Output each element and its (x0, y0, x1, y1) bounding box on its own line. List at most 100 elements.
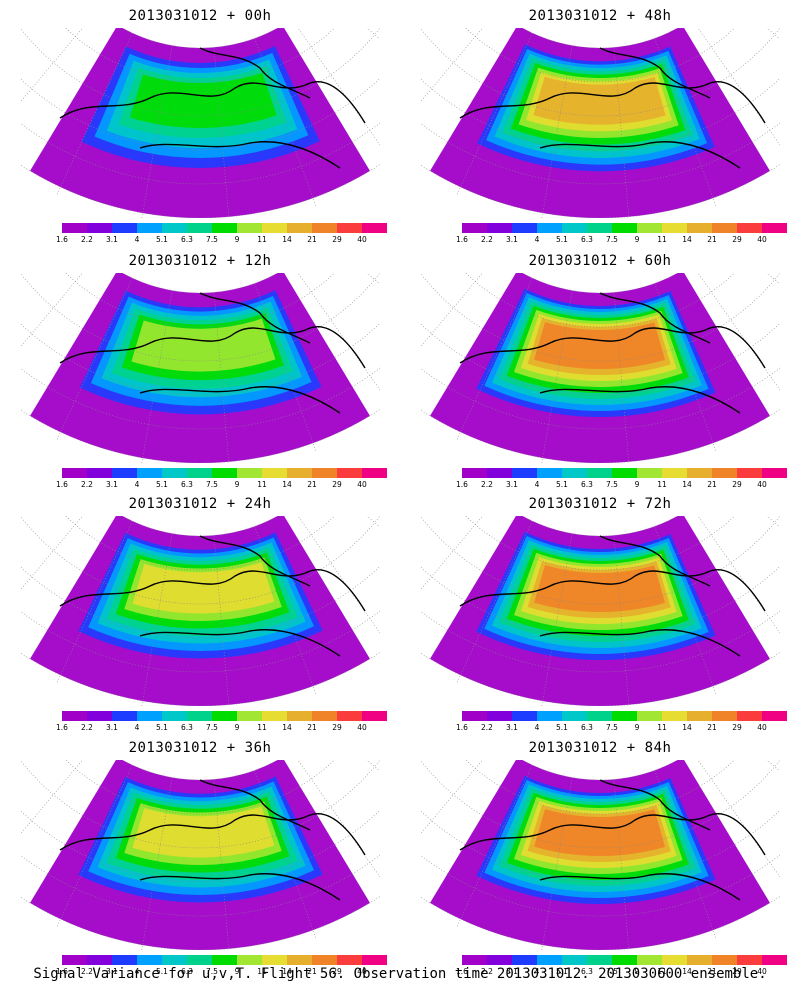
colorbar-tick-label: 5.1 (156, 235, 168, 244)
colorbar-swatch (62, 955, 87, 965)
colorbar-swatch (537, 711, 562, 721)
variance-band (534, 565, 666, 612)
colorbar-swatch (312, 711, 337, 721)
colorbar-tick-label: 40 (357, 967, 367, 976)
colorbar-swatch (512, 223, 537, 233)
colorbar-tick-label: 3.1 (506, 235, 518, 244)
colorbar-tick-label: 7.5 (606, 967, 618, 976)
colorbar-swatch (462, 955, 487, 965)
colorbar-tick-label: 6.3 (581, 967, 593, 976)
colorbar-tick-label: 6.3 (581, 480, 593, 489)
colorbar-swatch (262, 468, 287, 478)
colorbar-swatch (512, 468, 537, 478)
colorbar-tick-label: 14 (682, 723, 692, 732)
colorbar-tick-label: 6.3 (181, 235, 193, 244)
panel-title: 2013031012 + 48h (528, 8, 672, 24)
colorbar-swatch (237, 468, 262, 478)
colorbar-swatch (737, 955, 762, 965)
colorbar-swatch (762, 468, 787, 478)
colorbar-swatch (587, 468, 612, 478)
colorbar-swatch (187, 223, 212, 233)
colorbar-swatch (762, 223, 787, 233)
panel-title: 2013031012 + 00h (128, 8, 272, 24)
colorbar-tick-label: 3.1 (106, 235, 118, 244)
colorbar-tick-label: 11 (257, 235, 267, 244)
colorbar-tick-label: 14 (282, 723, 292, 732)
colorbar-swatch (112, 711, 137, 721)
colorbar-swatch (687, 223, 712, 233)
panel-title: 2013031012 + 60h (528, 253, 672, 269)
colorbar-tick-label: 2.2 (481, 723, 493, 732)
variance-map (420, 760, 780, 950)
colorbar-swatch (112, 468, 137, 478)
colorbar-swatch (212, 955, 237, 965)
forecast-panel: 2013031012 + 24h 1.6 2.2 3.1 4 5.1 6.3 7.5 9 11 14… (0, 488, 400, 733)
variance-band (129, 72, 277, 128)
colorbar-tick-label: 7.5 (606, 480, 618, 489)
colorbar-swatch (187, 468, 212, 478)
coastline (459, 292, 766, 414)
colorbar-tick-label: 21 (307, 723, 317, 732)
colorbar-ticks: 1.6 2.2 3.1 4 5.1 6.3 7.5 9 11 14 21 29 40 (456, 723, 767, 733)
colorbar-ticks: 1.6 2.2 3.1 4 5.1 6.3 7.5 9 11 14 21 29 40 (56, 723, 367, 733)
colorbar-tick-label: 6.3 (581, 723, 593, 732)
colorbar-ticks: 1.6 2.2 3.1 4 5.1 6.3 7.5 9 11 14 21 29 40 (56, 967, 367, 977)
colorbar-swatch (237, 711, 262, 721)
coastline (459, 47, 766, 169)
colorbar-tick-label: 9 (234, 235, 240, 244)
colorbar-swatch (512, 711, 537, 721)
variance-map (20, 28, 380, 218)
colorbar-swatch (112, 223, 137, 233)
colorbar-swatch (337, 711, 362, 721)
colorbar-swatch (712, 955, 737, 965)
colorbar-swatch (762, 955, 787, 965)
colorbar-tick-label: 3.1 (506, 723, 518, 732)
coastline (59, 779, 366, 901)
colorbar-tick-label: 29 (732, 480, 742, 489)
colorbar-tick-label: 29 (332, 723, 342, 732)
colorbar-swatch (87, 223, 112, 233)
colorbar-tick-label: 4 (134, 723, 140, 732)
colorbar-swatch (187, 711, 212, 721)
colorbar-swatch (712, 711, 737, 721)
colorbar-tick-label: 3.1 (506, 967, 518, 976)
colorbar-swatch (137, 955, 162, 965)
colorbar-tick-label: 4 (534, 480, 540, 489)
colorbar-swatch (462, 711, 487, 721)
colorbar-tick-label: 29 (732, 235, 742, 244)
colorbar (62, 223, 387, 233)
forecast-panel: 2013031012 + 12h 1.6 2.2 3.1 4 5.1 6.3 7.5 9 11 14… (0, 245, 400, 490)
colorbar-tick-label: 5.1 (156, 723, 168, 732)
colorbar-tick-label: 9 (634, 723, 640, 732)
colorbar-tick-label: 11 (257, 723, 267, 732)
colorbar-swatch (637, 955, 662, 965)
colorbar-swatch (312, 468, 337, 478)
colorbar-swatch (687, 468, 712, 478)
colorbar-tick-label: 2.2 (81, 723, 93, 732)
variance-map (420, 28, 780, 218)
colorbar-tick-label: 7.5 (206, 967, 218, 976)
colorbar-tick-label: 21 (707, 723, 717, 732)
colorbar-swatch (337, 955, 362, 965)
colorbar-tick-label: 6.3 (181, 723, 193, 732)
colorbar-tick-label: 11 (657, 967, 667, 976)
colorbar (62, 468, 387, 478)
colorbar-tick-label: 4 (134, 235, 140, 244)
colorbar-tick-label: 11 (257, 967, 267, 976)
colorbar-swatch (487, 711, 512, 721)
variance-map (20, 516, 380, 706)
colorbar-tick-label: 9 (634, 967, 640, 976)
colorbar-swatch (287, 711, 312, 721)
forecast-panel: 2013031012 + 60h 1.6 2.2 3.1 4 5.1 6.3 7.5 9 11 14… (400, 245, 800, 490)
colorbar-tick-label: 40 (357, 480, 367, 489)
colorbar-tick-label: 40 (757, 723, 767, 732)
colorbar-swatch (537, 223, 562, 233)
colorbar-tick-label: 14 (282, 967, 292, 976)
colorbar-swatch (487, 223, 512, 233)
colorbar-swatch (287, 468, 312, 478)
colorbar-swatch (662, 468, 687, 478)
colorbar-tick-label: 4 (534, 723, 540, 732)
colorbar-tick-label: 9 (234, 723, 240, 732)
colorbar-swatch (337, 223, 362, 233)
colorbar-tick-label: 5.1 (556, 480, 568, 489)
